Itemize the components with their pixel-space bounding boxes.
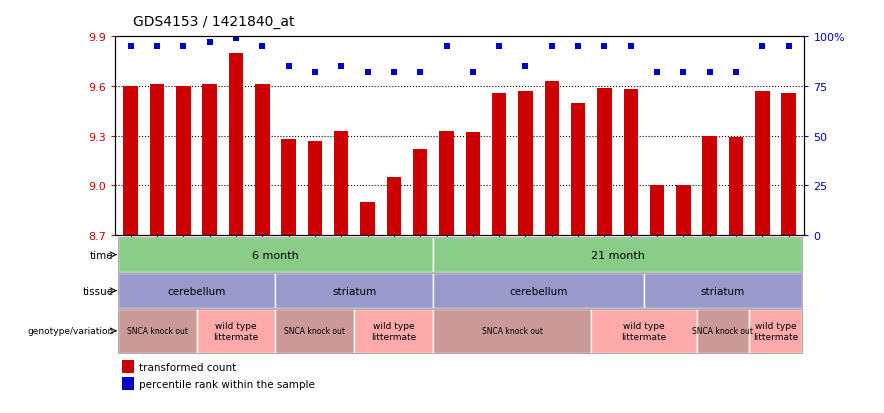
Point	[176, 44, 190, 50]
Bar	[255, 85, 270, 235]
Point	[124, 44, 138, 50]
Text: 6 month: 6 month	[252, 250, 299, 260]
Bar	[118, 309, 196, 353]
Text: percentile rank within the sample: percentile rank within the sample	[139, 379, 315, 389]
Bar	[118, 237, 433, 273]
Point	[676, 69, 690, 76]
Bar	[518, 92, 533, 235]
Text: tissue: tissue	[82, 286, 114, 296]
Point	[281, 64, 295, 70]
Bar	[334, 131, 348, 235]
Point	[150, 44, 164, 50]
Text: wild type
littermate: wild type littermate	[371, 321, 416, 341]
Bar	[413, 150, 428, 235]
Point	[650, 69, 664, 76]
Bar	[176, 87, 191, 235]
Bar	[229, 54, 243, 235]
Bar	[697, 309, 749, 353]
Bar	[591, 309, 697, 353]
Text: cerebellum: cerebellum	[167, 286, 225, 296]
Bar	[202, 85, 217, 235]
Bar	[276, 273, 433, 309]
Text: GDS4153 / 1421840_at: GDS4153 / 1421840_at	[133, 15, 294, 29]
Bar	[433, 309, 591, 353]
Bar	[433, 237, 802, 273]
Bar	[276, 309, 354, 353]
Bar	[781, 93, 796, 235]
Text: cerebellum: cerebellum	[509, 286, 568, 296]
Bar	[466, 133, 480, 235]
Bar	[354, 309, 433, 353]
Bar	[676, 186, 690, 235]
Bar	[598, 88, 612, 235]
Bar	[361, 202, 375, 235]
Bar	[439, 131, 453, 235]
Point	[518, 64, 532, 70]
Bar	[650, 186, 664, 235]
Bar	[749, 309, 802, 353]
Point	[545, 44, 559, 50]
Bar	[703, 136, 717, 235]
Bar	[118, 273, 276, 309]
Point	[387, 69, 401, 76]
Bar	[122, 377, 134, 390]
Bar	[545, 82, 559, 235]
Bar	[492, 93, 507, 235]
Bar	[571, 103, 585, 235]
Bar	[149, 85, 164, 235]
Point	[255, 44, 270, 50]
Text: striatum: striatum	[332, 286, 377, 296]
Point	[361, 69, 375, 76]
Point	[781, 44, 796, 50]
Point	[202, 40, 217, 46]
Point	[571, 44, 585, 50]
Point	[624, 44, 638, 50]
Bar	[196, 309, 276, 353]
Point	[413, 69, 427, 76]
Bar	[281, 140, 296, 235]
Text: genotype/variation: genotype/variation	[27, 327, 114, 335]
Text: time: time	[90, 250, 114, 260]
Point	[229, 36, 243, 43]
Text: 21 month: 21 month	[591, 250, 644, 260]
Text: SNCA knock out: SNCA knock out	[482, 327, 543, 335]
Text: wild type
littermate: wild type littermate	[213, 321, 259, 341]
Bar	[386, 178, 401, 235]
Point	[703, 69, 717, 76]
Bar	[728, 138, 743, 235]
Bar	[755, 92, 770, 235]
Bar	[623, 90, 638, 235]
Bar	[644, 273, 802, 309]
Point	[729, 69, 743, 76]
Point	[598, 44, 612, 50]
Text: striatum: striatum	[701, 286, 745, 296]
Bar	[433, 273, 644, 309]
Bar	[308, 141, 322, 235]
Text: SNCA knock out: SNCA knock out	[285, 327, 346, 335]
Text: SNCA knock out: SNCA knock out	[692, 327, 753, 335]
Point	[439, 44, 453, 50]
Text: SNCA knock out: SNCA knock out	[126, 327, 187, 335]
Point	[308, 69, 322, 76]
Text: transformed count: transformed count	[139, 362, 236, 372]
Point	[334, 64, 348, 70]
Point	[466, 69, 480, 76]
Text: wild type
littermate: wild type littermate	[621, 321, 667, 341]
Bar	[122, 361, 134, 374]
Text: wild type
littermate: wild type littermate	[753, 321, 798, 341]
Point	[492, 44, 507, 50]
Point	[755, 44, 769, 50]
Bar	[124, 87, 138, 235]
